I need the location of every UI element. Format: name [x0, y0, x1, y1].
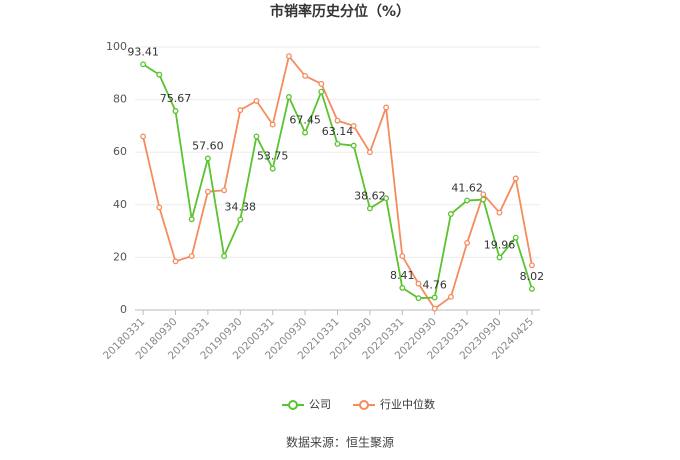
point — [237, 107, 244, 114]
point — [496, 254, 503, 261]
point — [399, 284, 406, 291]
point — [156, 204, 163, 211]
data-label: 19.96 — [484, 239, 516, 252]
point — [528, 262, 535, 269]
point — [253, 133, 260, 140]
y-tick-label: 100 — [106, 40, 127, 53]
point — [512, 175, 519, 182]
data-label: 53.75 — [257, 150, 289, 163]
data-label: 57.60 — [192, 140, 224, 153]
point — [221, 253, 228, 260]
point — [285, 53, 292, 60]
point — [366, 205, 373, 212]
point — [431, 305, 438, 312]
data-label: 93.41 — [127, 45, 159, 58]
point — [318, 80, 325, 87]
point — [350, 142, 357, 149]
y-tick-label: 80 — [113, 93, 127, 106]
point — [156, 71, 163, 78]
point — [172, 258, 179, 265]
point — [188, 216, 195, 223]
point — [480, 196, 487, 203]
point — [188, 253, 195, 260]
chart-title: 市销率历史分位（%） — [270, 3, 410, 20]
point — [221, 187, 228, 194]
point — [447, 293, 454, 300]
point — [464, 197, 471, 204]
legend-label: 公司 — [309, 398, 331, 411]
y-tick-label: 0 — [120, 303, 127, 316]
point — [399, 253, 406, 260]
point — [285, 94, 292, 100]
legend-marker — [359, 400, 369, 410]
y-tick-label: 40 — [113, 198, 127, 211]
data-label: 75.67 — [160, 92, 192, 105]
data-label: 4.76 — [422, 278, 447, 291]
point — [464, 239, 471, 246]
data-label: 8.02 — [520, 270, 545, 283]
point — [431, 294, 438, 301]
point — [447, 211, 454, 217]
point — [237, 216, 244, 223]
point — [383, 104, 390, 111]
point — [302, 129, 309, 136]
point — [140, 133, 147, 140]
point — [334, 117, 341, 124]
data-label: 34.38 — [225, 201, 257, 214]
point — [140, 61, 147, 68]
data-label: 38.62 — [354, 189, 386, 202]
point — [269, 165, 276, 172]
point — [318, 88, 325, 95]
point — [269, 121, 276, 128]
y-tick-label: 60 — [113, 145, 127, 158]
source-note: 数据来源：恒生聚源 — [286, 435, 394, 450]
point — [415, 295, 422, 302]
data-label: 8.41 — [390, 269, 415, 282]
data-label: 63.14 — [322, 125, 354, 138]
legend-label: 行业中位数 — [380, 397, 435, 411]
point — [334, 140, 341, 147]
point — [366, 149, 373, 156]
y-tick-label: 20 — [113, 250, 127, 263]
point — [528, 285, 535, 292]
legend-marker — [288, 400, 298, 410]
point — [350, 122, 357, 129]
data-label: 41.62 — [451, 182, 483, 195]
point — [415, 280, 422, 287]
point — [302, 72, 309, 79]
data-label: 67.45 — [289, 114, 321, 127]
legend-item: 行业中位数 — [353, 397, 435, 411]
point — [512, 234, 519, 241]
point — [204, 155, 211, 162]
point — [253, 97, 260, 104]
legend-item: 公司 — [282, 398, 331, 411]
point — [496, 209, 503, 216]
point — [480, 191, 487, 198]
point — [204, 188, 211, 195]
point — [172, 108, 179, 114]
point — [383, 195, 390, 202]
